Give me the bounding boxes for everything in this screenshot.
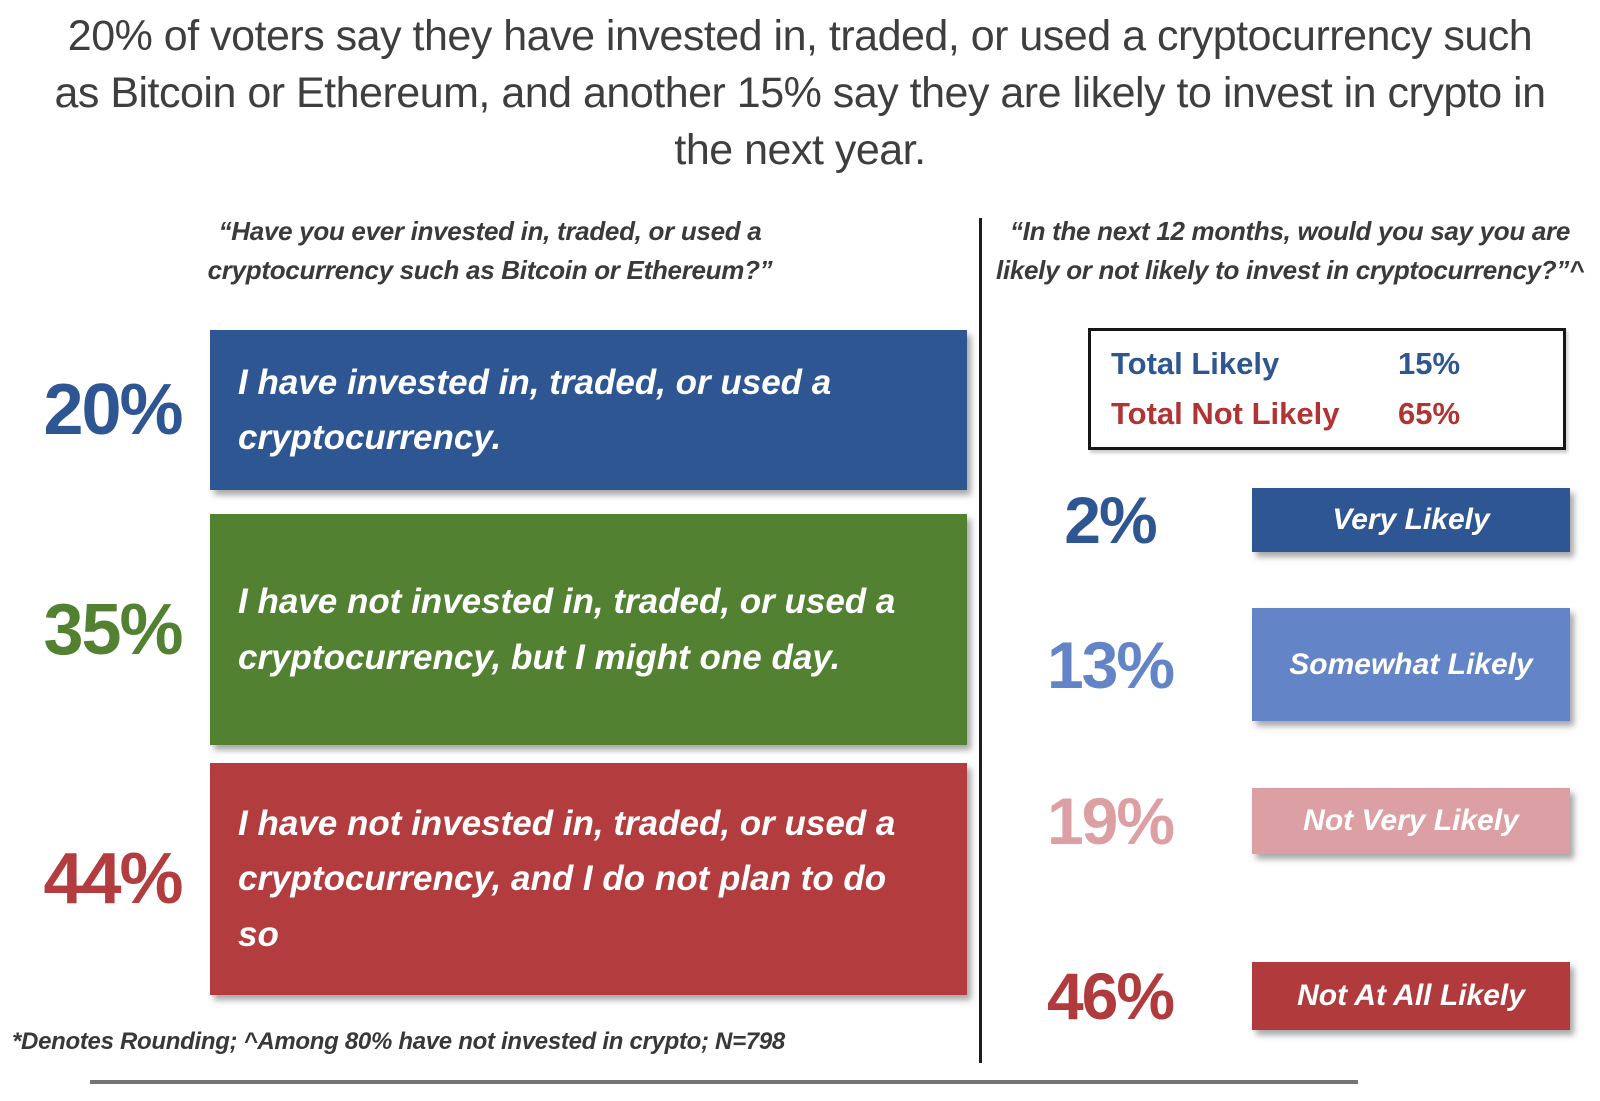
vertical-divider (979, 218, 982, 1063)
footnote: *Denotes Rounding; ^Among 80% have not i… (12, 1028, 785, 1055)
category-label: Not At All Likely (1297, 979, 1525, 1012)
bottom-rule (90, 1080, 1358, 1084)
right-bar-row: 19% Not Very Likely (995, 784, 1572, 858)
percent-label: 20% (43, 370, 183, 450)
category-box: Somewhat Likely (1252, 608, 1570, 721)
bar-label: I have invested in, traded, or used a cr… (238, 362, 832, 457)
percent-label: 35% (43, 589, 183, 670)
percent-label: 46% (1046, 959, 1175, 1033)
page-title: 20% of voters say they have invested in,… (54, 12, 1546, 174)
category-label: Very Likely (1332, 503, 1490, 536)
right-bar-row: 2% Very Likely (995, 483, 1572, 557)
bar-label: I have not invested in, traded, or used … (238, 804, 896, 954)
totals-summary-box: Total Likely 15% Total Not Likely 65% (1088, 328, 1566, 450)
percent-label: 2% (1064, 483, 1157, 557)
percent-label: 44% (43, 839, 183, 919)
right-question: “In the next 12 months, would you say yo… (996, 216, 1584, 285)
bar-segment: I have invested in, traded, or used a cr… (210, 330, 967, 490)
percent-label: 13% (1046, 627, 1175, 702)
summary-value: 65% (1398, 396, 1461, 432)
bar-label: I have not invested in, traded, or used … (238, 582, 896, 677)
category-label: Somewhat Likely (1289, 647, 1533, 681)
left-question: “Have you ever invested in, traded, or u… (207, 216, 773, 285)
category-box: Not Very Likely (1252, 788, 1570, 854)
summary-value: 15% (1398, 345, 1461, 381)
left-bar-row: 35% I have not invested in, traded, or u… (15, 514, 967, 745)
summary-label: Total Likely (1111, 345, 1280, 381)
category-label: Not Very Likely (1303, 804, 1519, 837)
summary-row: Total Not Likely 65% (1111, 396, 1563, 432)
left-bar-row: 20% I have invested in, traded, or used … (15, 330, 967, 490)
right-bar-row: 13% Somewhat Likely (995, 608, 1572, 721)
percent-label: 19% (1046, 784, 1175, 858)
bar-segment: I have not invested in, traded, or used … (210, 763, 967, 995)
category-box: Not At All Likely (1252, 962, 1570, 1030)
bar-segment: I have not invested in, traded, or used … (210, 514, 967, 745)
summary-label: Total Not Likely (1111, 396, 1340, 432)
left-bar-row: 44% I have not invested in, traded, or u… (15, 763, 967, 995)
right-bar-row: 46% Not At All Likely (995, 959, 1572, 1033)
category-box: Very Likely (1252, 488, 1570, 552)
summary-row: Total Likely 15% (1111, 346, 1563, 382)
